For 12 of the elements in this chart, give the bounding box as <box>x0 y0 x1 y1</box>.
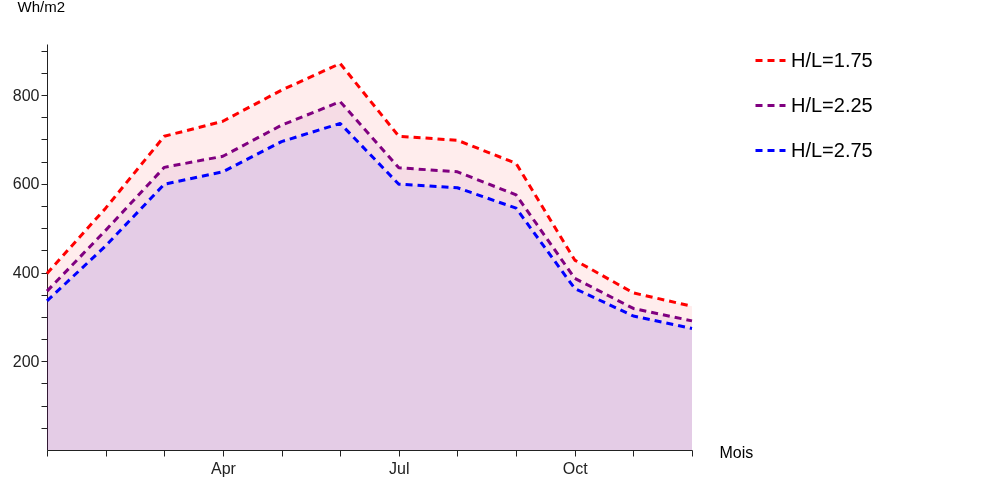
x-tick-label: Oct <box>562 459 589 477</box>
x-tick-label: Apr <box>210 459 237 477</box>
legend-label: H/L=2.75 <box>791 138 873 161</box>
y-tick-label: 800 <box>12 86 40 104</box>
legend-label: H/L=1.75 <box>791 48 873 71</box>
y-tick-label: 200 <box>12 352 40 370</box>
x-tick-label: Jul <box>389 459 410 477</box>
y-tick-label: 600 <box>12 175 40 193</box>
y-tick-label: 400 <box>12 264 40 282</box>
x-axis-title: Mois <box>719 443 754 461</box>
y-axis-title: Wh/m2 <box>17 0 66 15</box>
legend-label: H/L=2.25 <box>791 93 873 116</box>
